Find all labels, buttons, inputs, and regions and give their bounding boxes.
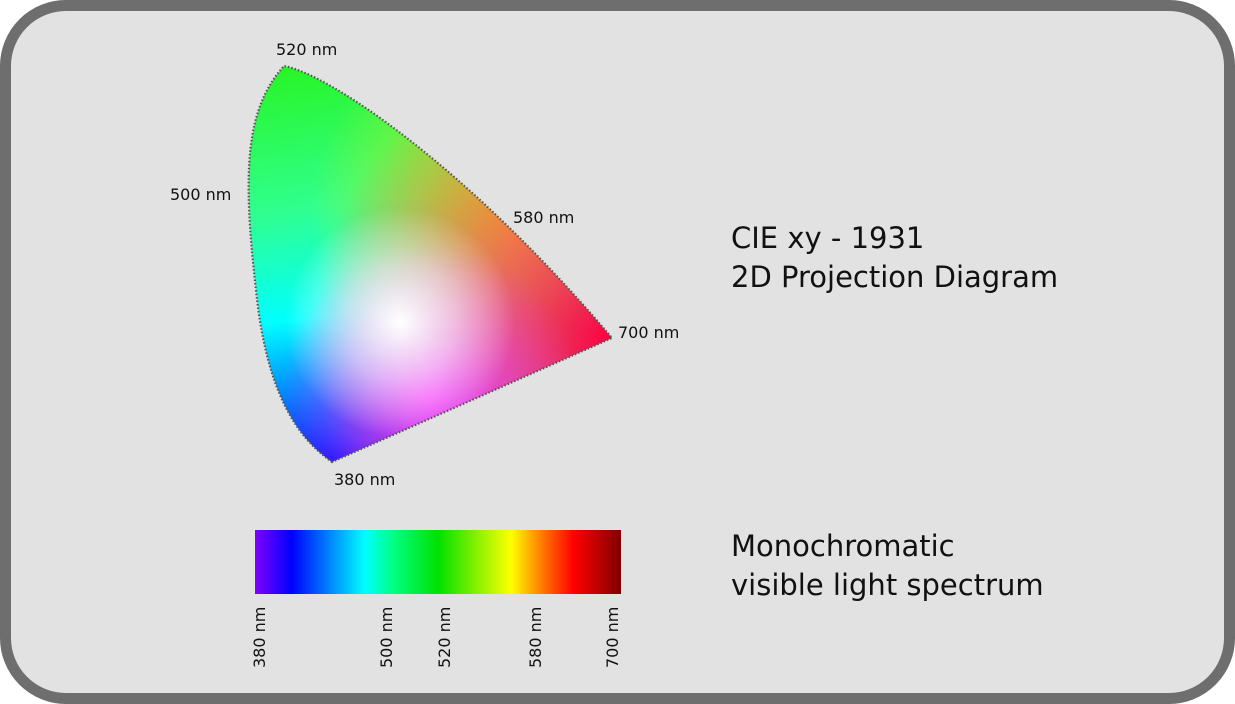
diagram-title-line1: CIE xy - 1931 bbox=[731, 221, 925, 255]
spectrum-title-line2: visible light spectrum bbox=[731, 568, 1044, 602]
label-580nm: 580 nm bbox=[513, 208, 574, 227]
label-700nm: 700 nm bbox=[618, 323, 679, 342]
label-520nm: 520 nm bbox=[276, 40, 337, 59]
spectrum-tick-580nm: 580 nm bbox=[526, 607, 545, 668]
spectrum-title-line1: Monochromatic bbox=[731, 529, 955, 563]
spectrum-title: Monochromatic visible light spectrum bbox=[731, 527, 1044, 605]
spectrum-tick-380nm: 380 nm bbox=[250, 607, 269, 668]
label-500nm: 500 nm bbox=[170, 185, 231, 204]
diagram-title-line2: 2D Projection Diagram bbox=[731, 260, 1059, 294]
spectrum-bar bbox=[255, 530, 621, 594]
spectrum-tick-520nm: 520 nm bbox=[435, 607, 454, 668]
spectrum-tick-700nm: 700 nm bbox=[603, 607, 622, 668]
spectrum-tick-500nm: 500 nm bbox=[377, 607, 396, 668]
diagram-title: CIE xy - 1931 2D Projection Diagram bbox=[731, 219, 1058, 297]
label-380nm: 380 nm bbox=[334, 470, 395, 489]
spectral-locus-boundary bbox=[247, 64, 614, 464]
